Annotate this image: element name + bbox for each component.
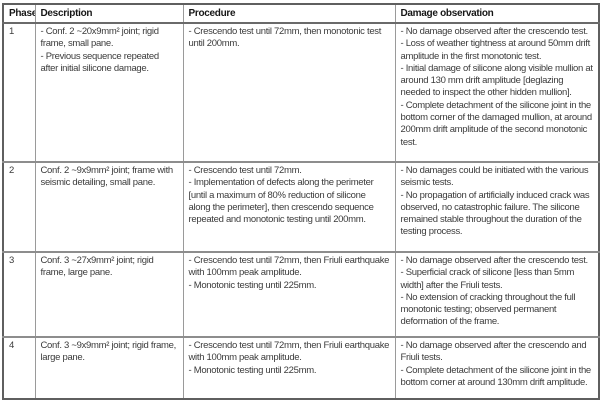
- header-damage-observation: Damage observation: [394, 3, 600, 24]
- cell-text: Conf. 3 ~27x9mm² joint; rigid frame, lar…: [40, 255, 154, 279]
- table-row: 1 - Conf. 2 ~20x9mm² joint; rigid frame, …: [2, 22, 600, 163]
- cell-text: - Crescendo test until 72mm.: [188, 165, 302, 176]
- cell-text: 2: [9, 165, 14, 176]
- table-row: 3 Conf. 3 ~27x9mm² joint; rigid frame, la…: [2, 251, 600, 338]
- procedure-cell: - Crescendo test until 72mm, then Friuli…: [182, 251, 396, 338]
- cell-text: - Crescendo test until 72mm, then monoto…: [188, 26, 382, 50]
- description-cell: - Conf. 2 ~20x9mm² joint; rigid frame, s…: [34, 22, 184, 163]
- table-row: 2 Conf. 2 ~9x9mm² joint; frame with seism…: [2, 161, 600, 253]
- damage-observation-cell: - No damage observed after the crescendo…: [394, 251, 600, 338]
- table-row: 4 Conf. 3 ~9x9mm² joint; rigid frame, lar…: [2, 336, 600, 400]
- header-description: Description: [34, 3, 184, 24]
- damage-observation-cell: - No damage observed after the crescendo…: [394, 336, 600, 400]
- damage-observation-cell: - No damage observed after the crescendo…: [394, 22, 600, 163]
- cell-text: - Crescendo test until 72mm, then Friuli…: [188, 255, 390, 279]
- cell-text: - Conf. 2 ~20x9mm² joint; rigid frame, s…: [40, 26, 160, 50]
- table-body: 1 - Conf. 2 ~20x9mm² joint; rigid frame, …: [2, 22, 600, 400]
- cell-text: - Complete detachment of the silicone jo…: [400, 99, 593, 148]
- header-procedure: Procedure: [182, 3, 396, 24]
- cell-text: - Complete detachment of the silicone jo…: [400, 364, 592, 388]
- cell-text: - No damages could be initiated with the…: [400, 165, 589, 189]
- cell-text: - Implementation of defects along the pe…: [188, 177, 374, 226]
- description-cell: Conf. 3 ~9x9mm² joint; rigid frame, larg…: [34, 336, 184, 400]
- phase-cell: 1: [2, 22, 36, 163]
- cell-text: Conf. 2 ~9x9mm² joint; frame with seismi…: [40, 165, 174, 189]
- phase-cell: 4: [2, 336, 36, 400]
- damage-observation-cell: - No damages could be initiated with the…: [394, 161, 600, 253]
- cell-text: - Superficial crack of silicone [less th…: [400, 267, 575, 291]
- cell-text: - Monotonic testing until 225mm.: [188, 279, 317, 291]
- cell-text: - No damage observed after the crescendo…: [400, 255, 589, 266]
- cell-text: Conf. 3 ~9x9mm² joint; rigid frame, larg…: [40, 340, 177, 364]
- cell-text: - Loss of weather tightness at around 50…: [400, 38, 591, 62]
- table-header: Phase Description Procedure Damage obser…: [2, 3, 600, 24]
- header-row: Phase Description Procedure Damage obser…: [2, 3, 600, 24]
- description-cell: Conf. 2 ~9x9mm² joint; frame with seismi…: [34, 161, 184, 253]
- test-phases-table-container: Phase Description Procedure Damage obser…: [2, 3, 600, 400]
- description-cell: Conf. 3 ~27x9mm² joint; rigid frame, lar…: [34, 251, 184, 338]
- cell-text: 4: [9, 340, 14, 351]
- procedure-cell: - Crescendo test until 72mm. - Implementa…: [182, 161, 396, 253]
- phase-cell: 2: [2, 161, 36, 253]
- cell-text: - No damage observed after the crescendo…: [400, 26, 589, 37]
- procedure-cell: - Crescendo test until 72mm, then Friuli…: [182, 336, 396, 400]
- cell-text: - Monotonic testing until 225mm.: [188, 364, 317, 376]
- cell-text: - Previous sequence repeated after initi…: [40, 50, 160, 74]
- header-phase: Phase: [2, 3, 36, 24]
- cell-text: 3: [9, 255, 14, 266]
- cell-text: - No propagation of artificially induced…: [400, 189, 590, 238]
- cell-text: - Initial damage of silicone along visib…: [400, 62, 593, 99]
- cell-text: - No extension of cracking throughout th…: [400, 291, 576, 328]
- procedure-cell: - Crescendo test until 72mm, then monoto…: [182, 22, 396, 163]
- cell-text: 1: [9, 26, 14, 37]
- phase-cell: 3: [2, 251, 36, 338]
- cell-text: - Crescendo test until 72mm, then Friuli…: [188, 340, 390, 364]
- cell-text: - No damage observed after the crescendo…: [400, 340, 587, 364]
- test-phases-table: Phase Description Procedure Damage obser…: [2, 3, 600, 400]
